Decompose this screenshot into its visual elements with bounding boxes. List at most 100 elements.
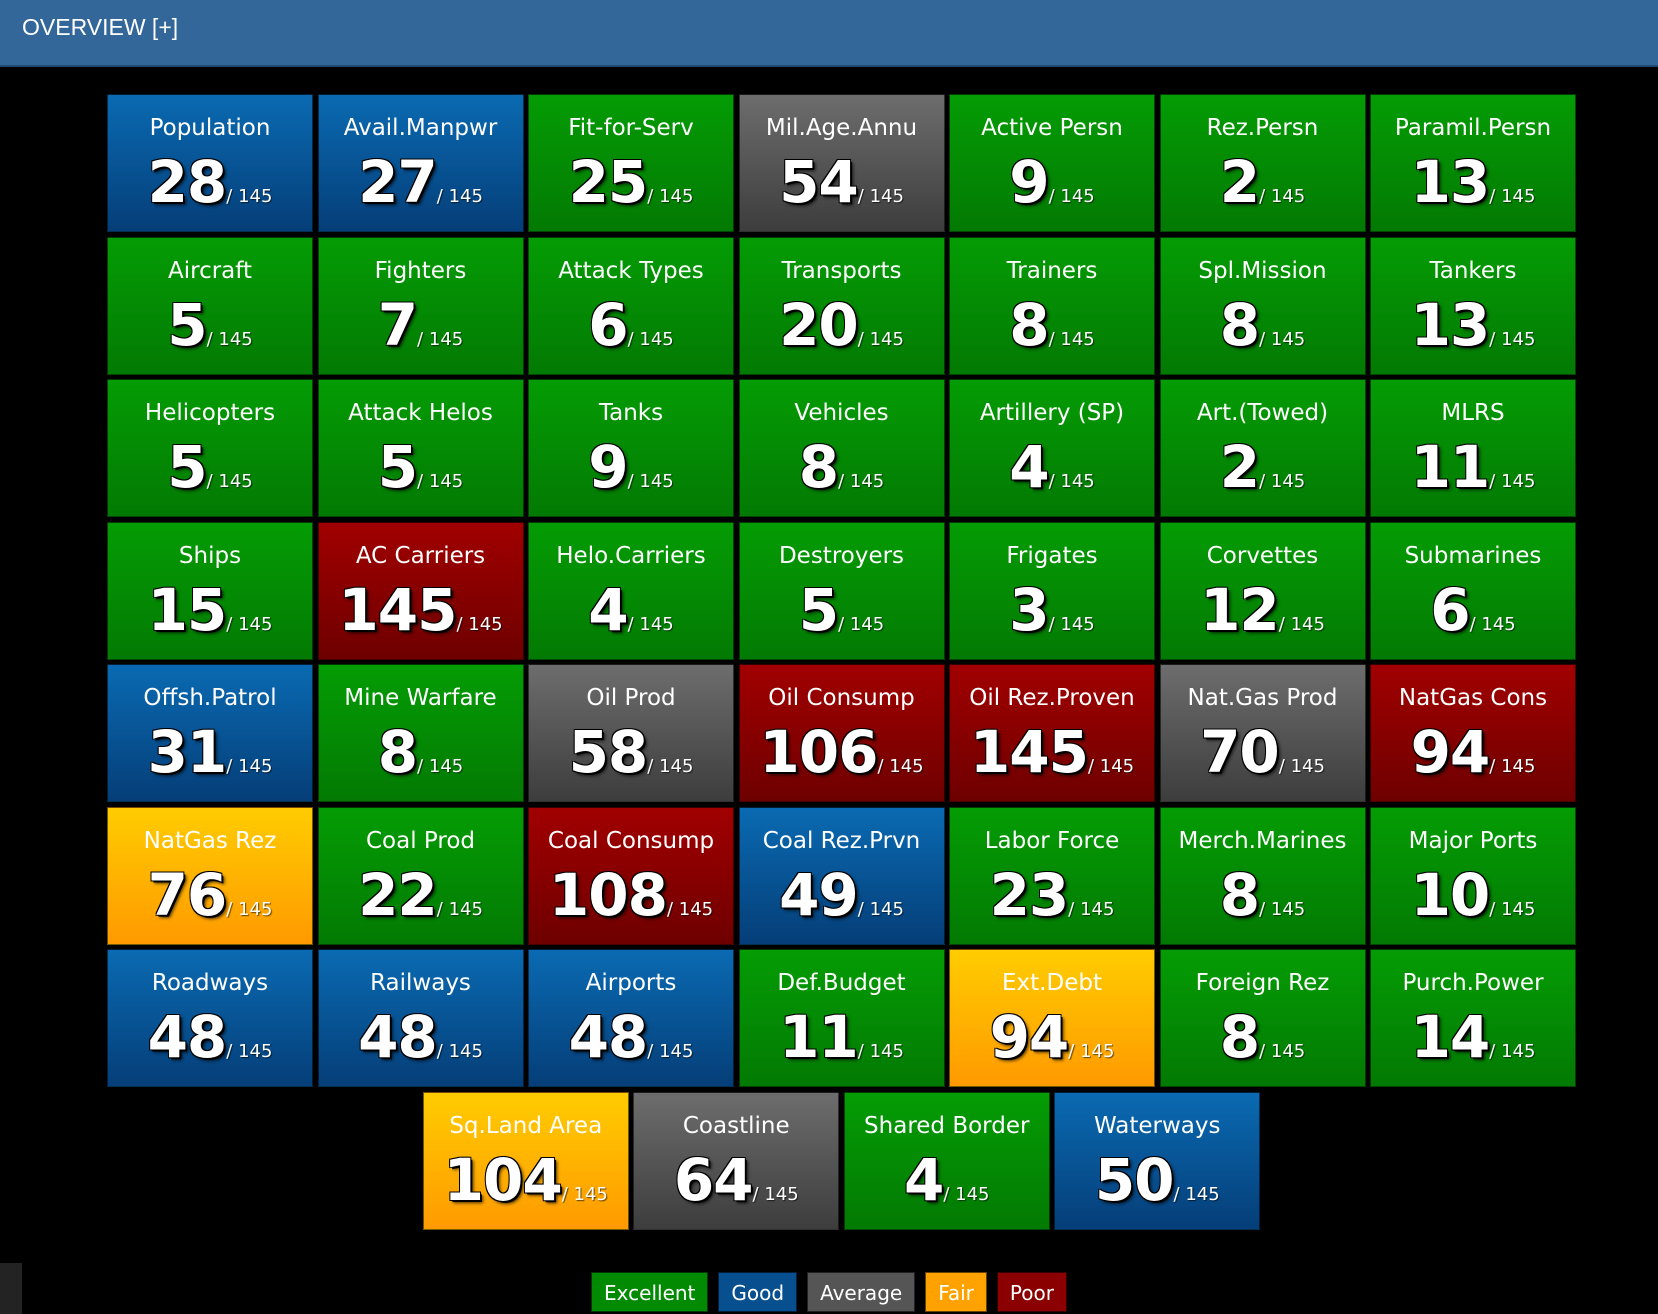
- stat-rank: 12: [1200, 575, 1280, 644]
- overview-toggle[interactable]: OVERVIEW [+]: [22, 14, 179, 40]
- stat-tile[interactable]: Aircraft 5/ 145: [107, 236, 313, 376]
- stat-tile[interactable]: Attack Helos 5/ 145: [317, 379, 524, 517]
- stat-tile[interactable]: Foreign Rez 8/ 145: [1159, 949, 1366, 1087]
- stat-tile[interactable]: Submarines 6/ 145: [1370, 521, 1576, 660]
- stat-rank: 8: [1219, 290, 1260, 359]
- stat-value: 27/ 145: [319, 147, 523, 233]
- stat-label: Tanks: [598, 400, 664, 426]
- stat-rank: 64: [673, 1145, 754, 1214]
- stat-tile[interactable]: Helo.Carriers 4/ 145: [528, 521, 734, 660]
- stat-rank: 7: [377, 290, 418, 359]
- stat-tile[interactable]: AC Carriers 145/ 145: [317, 521, 524, 660]
- stat-tile[interactable]: Vehicles 8/ 145: [738, 379, 945, 518]
- stat-tile[interactable]: Active Persn 9/ 145: [949, 94, 1155, 232]
- stat-tile[interactable]: Def.Budget 11/ 145: [738, 949, 945, 1087]
- stat-total: / 145: [838, 613, 885, 635]
- stat-label: NatGas Cons: [1398, 685, 1548, 711]
- stat-tile[interactable]: Fit-for-Serv 25/ 145: [528, 94, 734, 232]
- stat-tile[interactable]: Airports 48/ 145: [528, 949, 734, 1087]
- stat-tile[interactable]: Oil Rez.Proven 145/ 145: [949, 664, 1155, 802]
- stat-tile[interactable]: Merch.Marines 8/ 145: [1159, 806, 1366, 945]
- stat-tile[interactable]: Avail.Manpwr 27/ 145: [317, 94, 524, 233]
- stat-tile[interactable]: Ext.Debt 94/ 145: [949, 949, 1155, 1087]
- stat-label: Major Ports: [1408, 827, 1538, 854]
- stat-tile[interactable]: Coal Prod 22/ 145: [317, 806, 524, 945]
- stat-total: / 145: [1048, 613, 1095, 635]
- stat-tile[interactable]: Ships 15/ 145: [107, 521, 313, 660]
- stat-total: / 145: [1278, 613, 1325, 635]
- stat-label: Destroyers: [778, 542, 905, 569]
- stat-total: / 145: [1489, 898, 1536, 920]
- stat-label: Oil Prod: [586, 685, 676, 711]
- stat-tile[interactable]: Attack Types 6/ 145: [528, 236, 734, 375]
- stat-tile[interactable]: Tanks 9/ 145: [528, 379, 734, 517]
- stat-tile[interactable]: Railways 48/ 145: [317, 949, 524, 1088]
- stat-tile[interactable]: Waterways 50/ 145: [1054, 1091, 1261, 1230]
- stat-value: 9/ 145: [529, 432, 733, 518]
- stat-label: Corvettes: [1206, 542, 1319, 569]
- stat-rank: 20: [779, 290, 859, 359]
- stat-value: 108/ 145: [529, 860, 733, 946]
- stat-tile[interactable]: Oil Prod 58/ 145: [528, 664, 734, 802]
- stat-tile[interactable]: Artillery (SP) 4/ 145: [949, 379, 1155, 517]
- stat-total: / 145: [1469, 613, 1516, 635]
- stat-total: / 145: [1048, 186, 1095, 207]
- stat-tile[interactable]: Offsh.Patrol 31/ 145: [107, 664, 313, 802]
- stat-rank: 8: [798, 433, 839, 501]
- stat-tile[interactable]: Coal Rez.Prvn 49/ 145: [738, 806, 945, 945]
- stat-value: 8/ 145: [1161, 290, 1365, 376]
- stat-value: 48/ 145: [319, 1002, 523, 1088]
- stat-rank: 9: [1009, 148, 1049, 216]
- stat-tile[interactable]: Frigates 3/ 145: [949, 521, 1155, 660]
- stat-tile[interactable]: Tankers 13/ 145: [1370, 236, 1576, 375]
- stat-rank: 11: [1410, 433, 1491, 501]
- stat-tile[interactable]: Labor Force 23/ 145: [949, 806, 1155, 946]
- stat-total: / 145: [206, 471, 253, 492]
- stat-tile[interactable]: Trainers 8/ 145: [949, 236, 1155, 375]
- stat-tile[interactable]: NatGas Cons 94/ 145: [1370, 664, 1576, 802]
- stat-value: 5/ 145: [108, 290, 312, 376]
- stat-rank: 4: [903, 1145, 944, 1214]
- stat-rank: 54: [779, 148, 859, 216]
- stat-label: Artillery (SP): [979, 400, 1125, 426]
- stat-value: 106/ 145: [740, 717, 944, 803]
- stat-tile[interactable]: Fighters 7/ 145: [317, 236, 524, 375]
- stat-tile[interactable]: Coastline 64/ 145: [633, 1091, 840, 1230]
- stat-total: / 145: [1259, 471, 1306, 492]
- stat-tile[interactable]: Shared Border 4/ 145: [843, 1091, 1050, 1230]
- stat-label: Oil Rez.Proven: [969, 685, 1135, 711]
- stat-total: / 145: [943, 1183, 990, 1205]
- stat-tile[interactable]: Spl.Mission 8/ 145: [1159, 236, 1366, 376]
- stat-tile[interactable]: Population 28/ 145: [107, 94, 313, 232]
- stat-label: Spl.Mission: [1198, 257, 1327, 284]
- stat-tile[interactable]: Purch.Power 14/ 145: [1370, 949, 1576, 1087]
- stat-value: 23/ 145: [950, 860, 1154, 946]
- stat-tile[interactable]: Major Ports 10/ 145: [1370, 806, 1576, 945]
- stat-value: 94/ 145: [1371, 717, 1575, 803]
- stat-tile[interactable]: Destroyers 5/ 145: [738, 521, 945, 660]
- stat-value: 8/ 145: [740, 432, 944, 518]
- stat-tile[interactable]: Rez.Persn 2/ 145: [1159, 94, 1366, 232]
- stat-total: / 145: [226, 898, 273, 920]
- stat-tile[interactable]: MLRS 11/ 145: [1370, 379, 1576, 517]
- stat-tile[interactable]: NatGas Rez 76/ 145: [107, 806, 313, 945]
- stat-tile[interactable]: Mine Warfare 8/ 145: [317, 664, 524, 802]
- stat-tile[interactable]: Roadways 48/ 145: [107, 949, 313, 1087]
- stat-label: Fit-for-Serv: [568, 115, 694, 141]
- stat-tile[interactable]: Transports 20/ 145: [738, 236, 945, 375]
- stat-tile[interactable]: Helicopters 5/ 145: [107, 379, 313, 517]
- stat-total: / 145: [1068, 898, 1115, 920]
- stat-total: / 145: [561, 1183, 608, 1205]
- stat-tile[interactable]: Oil Consump 106/ 145: [738, 664, 945, 803]
- stat-tile[interactable]: Paramil.Persn 13/ 145: [1370, 94, 1576, 232]
- stat-tile[interactable]: Mil.Age.Annu 54/ 145: [738, 94, 945, 232]
- stat-tile[interactable]: Coal Consump 108/ 145: [528, 806, 734, 946]
- stat-total: / 145: [436, 1041, 483, 1062]
- stat-label: Vehicles: [794, 400, 889, 426]
- stat-tile[interactable]: Nat.Gas Prod 70/ 145: [1159, 664, 1366, 802]
- stat-value: 11/ 145: [1371, 432, 1575, 518]
- stat-tile[interactable]: Sq.Land Area 104/ 145: [422, 1091, 629, 1230]
- stat-tile[interactable]: Art.(Towed) 2/ 145: [1159, 379, 1366, 517]
- stat-tile[interactable]: Corvettes 12/ 145: [1159, 521, 1366, 660]
- stat-rank: 4: [588, 575, 628, 644]
